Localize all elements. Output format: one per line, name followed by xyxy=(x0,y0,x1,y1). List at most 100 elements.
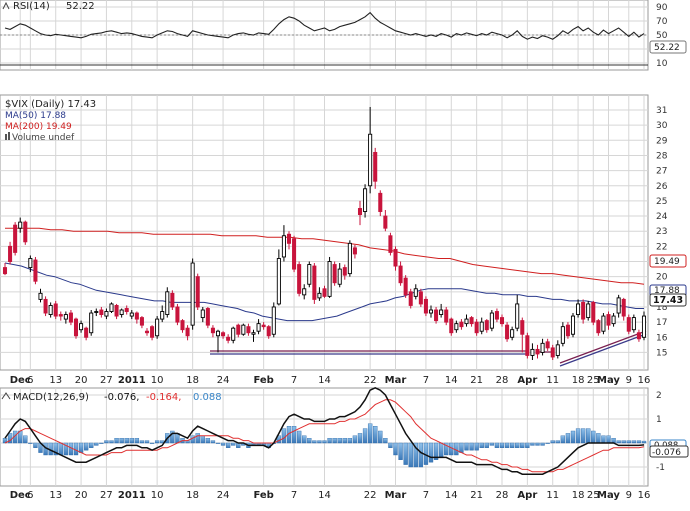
candle xyxy=(352,244,357,259)
candle-body-down xyxy=(393,248,398,267)
candle xyxy=(124,305,129,315)
candle-body-up xyxy=(94,311,99,313)
x-axis-label: Mar xyxy=(385,490,407,501)
candle-body-down xyxy=(525,335,530,356)
candle xyxy=(403,275,408,298)
macd-histogram-bar xyxy=(383,438,388,444)
candle xyxy=(94,308,99,317)
candle xyxy=(505,322,510,342)
candle xyxy=(322,285,327,298)
candle xyxy=(256,319,261,335)
candle-body-down xyxy=(261,324,266,328)
volume-icon xyxy=(5,132,10,140)
macd-histogram-bar xyxy=(616,440,621,444)
candle xyxy=(73,317,79,339)
rsi-panel: RSI(14) 52.22 9070503010 52.22 xyxy=(0,0,687,71)
macd-histogram-bar xyxy=(94,442,99,446)
candle-body-up xyxy=(555,344,560,356)
candle xyxy=(302,284,307,300)
macd-histogram-bar xyxy=(124,438,129,444)
candle xyxy=(53,300,58,320)
price-tick-label: 27 xyxy=(656,167,667,177)
candle-body-up xyxy=(631,317,636,331)
macd-histogram-bar xyxy=(433,442,439,460)
macd-histogram-bar xyxy=(317,440,322,444)
candle-body-down xyxy=(459,321,464,328)
candle-body-down xyxy=(550,347,555,358)
candle xyxy=(570,313,576,338)
candle xyxy=(363,184,368,218)
candle-body-up xyxy=(109,303,114,312)
candle-body-down xyxy=(226,336,231,341)
price-tick-label: 20 xyxy=(656,273,668,283)
macd-histogram-bar xyxy=(114,438,119,444)
candle-body-down xyxy=(8,245,13,262)
price-tick-label: 18 xyxy=(656,303,668,313)
x-axis-label: 21 xyxy=(470,375,483,386)
candle xyxy=(423,296,428,317)
candle xyxy=(276,249,281,306)
macd-histogram-bar xyxy=(104,440,109,444)
ma50-tag-label: 17.88 xyxy=(654,286,680,296)
macd-histogram-bar xyxy=(200,435,205,444)
candle-body-up xyxy=(428,309,434,314)
macd-histogram-bar xyxy=(504,442,510,449)
candle xyxy=(636,329,641,342)
macd-histogram-bar xyxy=(636,440,642,444)
macd-title: MACD(12,26,9) xyxy=(13,392,89,403)
macd-histogram-bar xyxy=(322,440,327,444)
macd-histogram-bar xyxy=(570,430,576,444)
candle xyxy=(23,220,28,245)
candle xyxy=(413,284,418,300)
candle xyxy=(555,340,560,359)
rsi-value: 52.22 xyxy=(66,1,95,12)
candle xyxy=(520,317,525,353)
candle xyxy=(231,326,236,344)
x-axis-label: 24 xyxy=(217,490,230,501)
x-axis-label: 11 xyxy=(546,375,559,386)
candle xyxy=(13,222,18,256)
candle-body-up xyxy=(347,242,352,275)
candle-body-down xyxy=(124,308,129,312)
last-price-tag-label: 17.43 xyxy=(653,295,683,306)
candle xyxy=(114,303,119,320)
candle-body-down xyxy=(545,341,550,349)
candle xyxy=(175,303,180,326)
ma50-line xyxy=(4,262,644,322)
candle xyxy=(383,210,388,232)
candle xyxy=(332,261,337,286)
macd-histogram-bar xyxy=(469,442,474,451)
candle-body-down xyxy=(342,267,347,276)
x-axis-label: 16 xyxy=(638,375,651,386)
price-tick-label: 31 xyxy=(656,106,667,116)
candle-body-up xyxy=(89,312,94,334)
x-axis-label: 14 xyxy=(318,490,331,501)
candle xyxy=(18,217,23,233)
candle-body-down xyxy=(2,267,8,275)
ma50-legend: MA(50) 17.88 xyxy=(5,111,66,121)
candle-body-up xyxy=(413,288,418,297)
candle-body-up xyxy=(611,315,616,325)
candle-body-down xyxy=(99,309,104,315)
candle-body-down xyxy=(43,298,48,314)
macd-tick-label: 2 xyxy=(656,391,662,401)
macd-histogram-bar xyxy=(312,440,317,444)
macd-histogram-bar xyxy=(428,442,434,463)
macd-histogram-bar xyxy=(231,442,236,446)
macd-histogram-bar xyxy=(479,442,484,449)
candle xyxy=(337,263,342,288)
candle xyxy=(139,316,144,329)
candle xyxy=(581,299,586,324)
candle xyxy=(84,326,89,341)
candle-body-down xyxy=(606,314,611,326)
candle-body-up xyxy=(281,235,286,258)
ma200-line xyxy=(5,227,645,285)
candle-body-down xyxy=(378,192,383,212)
x-axis-label: 6 xyxy=(27,375,33,386)
candle xyxy=(494,308,499,323)
candle xyxy=(596,319,601,336)
candle-body-up xyxy=(119,309,124,315)
macd-panel: MACD(12,26,9) -0.076, -0.164, 0.088 210-… xyxy=(0,386,689,487)
macd-hist-value: 0.088 xyxy=(193,392,222,403)
candle-body-up xyxy=(576,303,581,315)
